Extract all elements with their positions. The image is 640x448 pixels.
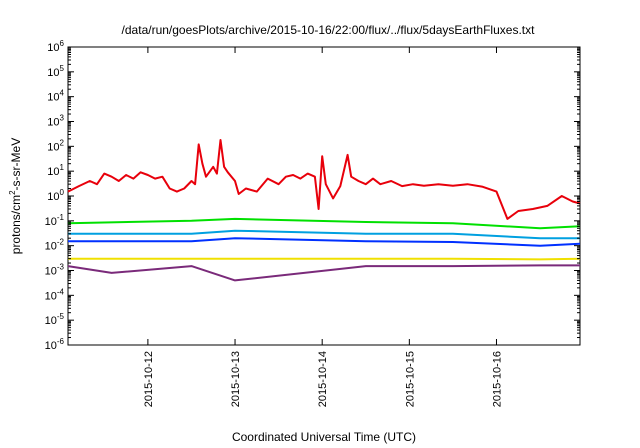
y-axis: 10-6 10-5 10-4 10-3 10-2 10-1 100 101 102 103 104 1… <box>45 39 580 352</box>
y-tick-label: 104 <box>47 89 64 104</box>
y-tick-label: 10-3 <box>45 263 65 278</box>
series-line-4 <box>68 257 581 261</box>
y-tick-label: 101 <box>47 163 64 178</box>
x-tick-label: 2015-10-12 <box>143 351 155 407</box>
plot-frame <box>67 46 581 346</box>
x-tick-label: 2015-10-13 <box>230 351 242 407</box>
series-line-2 <box>68 229 580 240</box>
y-tick-label: 102 <box>47 138 64 153</box>
y-tick-label: 103 <box>47 114 64 129</box>
y-tick-label: 10-4 <box>45 287 65 302</box>
series-line-5 <box>67 264 580 282</box>
x-tick-label: 2015-10-14 <box>317 351 329 407</box>
y-tick-label: 10-6 <box>45 337 65 352</box>
x-tick-label: 2015-10-15 <box>404 351 416 407</box>
series-line-3 <box>68 237 581 247</box>
series-line-0 <box>67 139 581 220</box>
y-tick-label: 100 <box>47 188 64 203</box>
y-tick-label: 105 <box>47 64 64 79</box>
y-tick-label: 10-5 <box>45 312 65 327</box>
y-tick-label: 106 <box>47 39 64 54</box>
y-tick-label: 10-1 <box>45 213 65 228</box>
chart-title: /data/run/goesPlots/archive/2015-10-16/2… <box>122 23 536 37</box>
series-layer <box>67 139 581 282</box>
y-tick-label: 10-2 <box>45 238 65 253</box>
x-axis: 2015-10-12 2015-10-13 2015-10-14 2015-10-15… <box>143 47 503 407</box>
series-line-1 <box>67 217 581 230</box>
x-tick-label: 2015-10-16 <box>491 351 503 407</box>
x-axis-label: Coordinated Universal Time (UTC) <box>232 430 416 444</box>
y-axis-label: protons/cm2-s-sr-MeV <box>8 138 23 254</box>
